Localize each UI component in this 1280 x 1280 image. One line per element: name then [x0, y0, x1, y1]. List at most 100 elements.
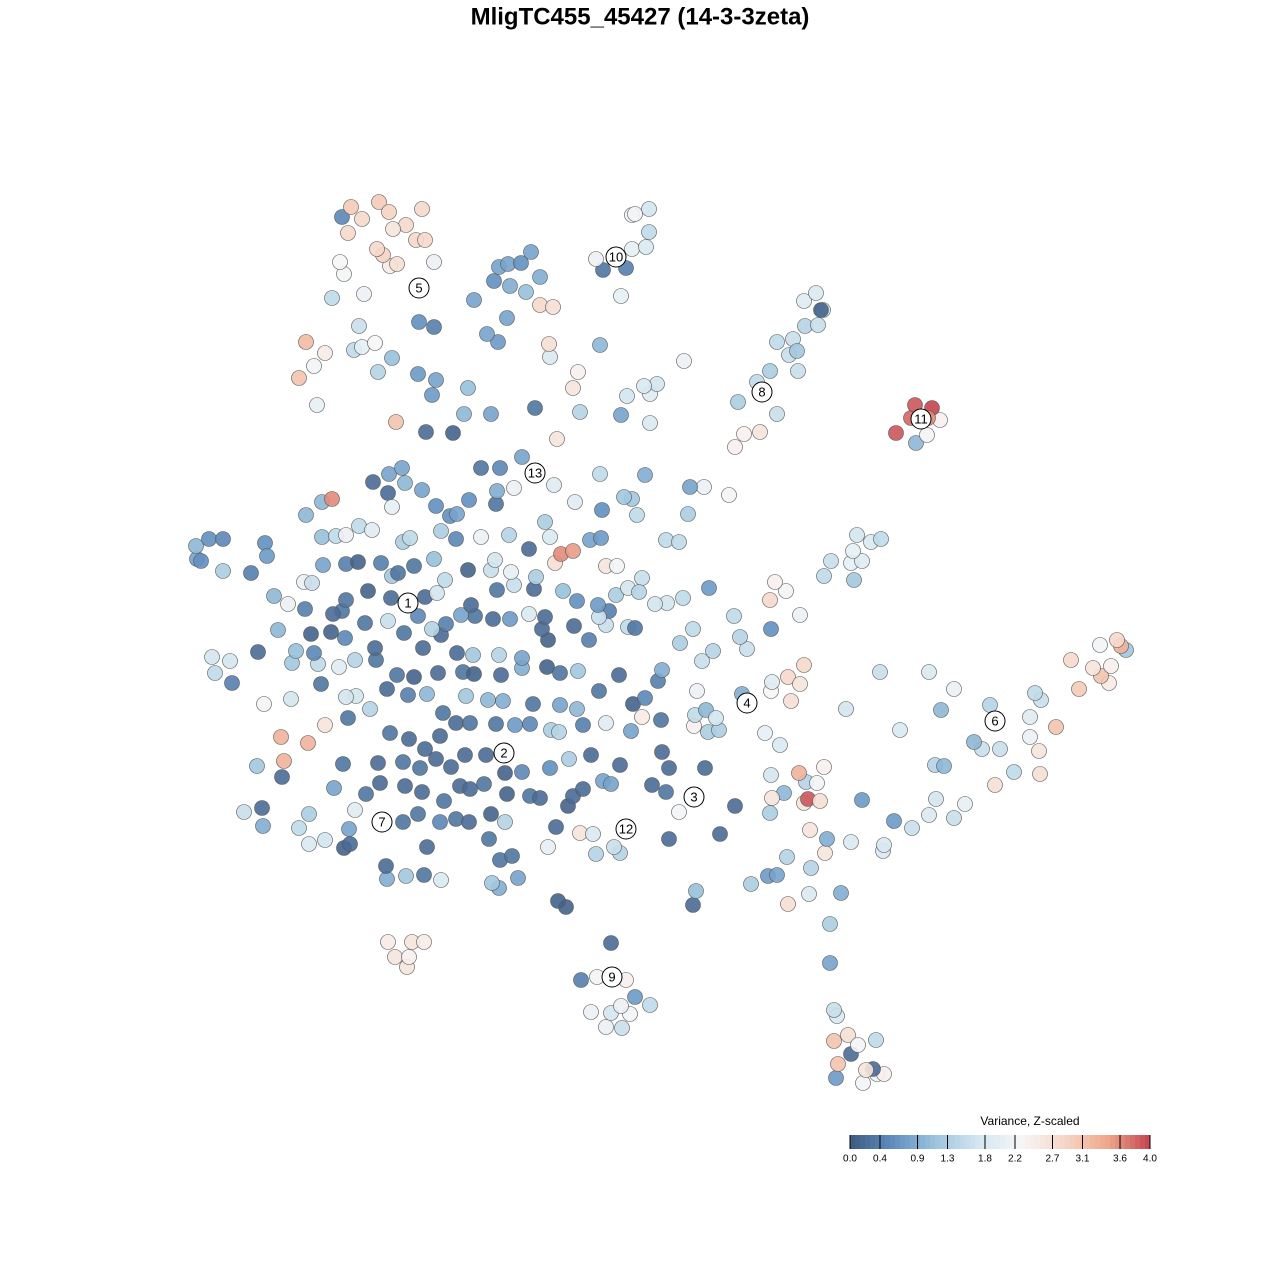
point [1027, 685, 1043, 701]
point [817, 845, 833, 861]
point [598, 1019, 614, 1035]
point [583, 1004, 599, 1020]
point [317, 832, 333, 848]
point [619, 388, 635, 404]
point [276, 753, 292, 769]
cluster-label: 12 [619, 821, 633, 836]
point [497, 814, 513, 830]
point [532, 297, 548, 313]
colorbar-segment [960, 1135, 966, 1149]
point [449, 506, 465, 522]
point [528, 569, 544, 585]
point [696, 479, 712, 495]
point [188, 538, 204, 554]
point [506, 577, 522, 593]
point [689, 683, 705, 699]
point [570, 364, 586, 380]
colorbar-segment [850, 1135, 856, 1149]
point [946, 681, 962, 697]
point [982, 697, 998, 713]
colorbar-segment [905, 1135, 911, 1149]
point [592, 466, 608, 482]
point [590, 597, 606, 613]
point [762, 805, 778, 821]
colorbar-segment [1055, 1135, 1061, 1149]
point [343, 199, 359, 215]
point [479, 326, 495, 342]
point [581, 632, 597, 648]
point [301, 836, 317, 852]
point [809, 775, 825, 791]
cluster-label-badge [910, 408, 932, 430]
colorbar-segment [995, 1135, 1001, 1149]
point [872, 664, 888, 680]
colorbar-segment [1095, 1135, 1101, 1149]
point [613, 288, 629, 304]
point [705, 643, 721, 659]
point [886, 813, 902, 829]
point [946, 810, 962, 826]
point [583, 747, 599, 763]
point [256, 696, 272, 712]
colorbar-segment [1005, 1135, 1011, 1149]
point [826, 1002, 842, 1018]
point [522, 716, 538, 732]
point [400, 687, 416, 703]
point [845, 543, 861, 559]
point [436, 793, 452, 809]
point [313, 676, 329, 692]
point [532, 790, 548, 806]
point [919, 427, 935, 443]
colorbar-tick-label: 3.1 [1076, 1154, 1090, 1165]
point [401, 731, 417, 747]
point [483, 406, 499, 422]
point [694, 653, 710, 669]
point [493, 667, 509, 683]
point [357, 615, 373, 631]
point [380, 934, 396, 950]
point [613, 407, 629, 423]
cluster-label: 2 [500, 745, 507, 760]
point [347, 802, 363, 818]
point [636, 378, 652, 394]
point [398, 217, 414, 233]
point [1031, 743, 1047, 759]
point [846, 572, 862, 588]
point [486, 273, 502, 289]
point [637, 467, 653, 483]
point [796, 657, 812, 673]
point [565, 543, 581, 559]
colorbar-segment [970, 1135, 976, 1149]
point [324, 491, 340, 507]
point [1092, 637, 1108, 653]
colorbar-segment [1000, 1135, 1006, 1149]
cluster-label-badge [601, 966, 623, 988]
colorbar-segment [985, 1135, 991, 1149]
point [671, 534, 687, 550]
colorbar-tick-label: 2.7 [1046, 1154, 1060, 1165]
point [280, 596, 296, 612]
point [802, 822, 818, 838]
point [987, 777, 1003, 793]
point [424, 621, 440, 637]
point [215, 563, 231, 579]
point [334, 209, 350, 225]
point [830, 1056, 846, 1072]
point [437, 572, 453, 588]
point [549, 431, 565, 447]
point [414, 201, 430, 217]
point [384, 499, 400, 515]
colorbar-segment [1070, 1135, 1076, 1149]
cluster-label: 11 [914, 411, 928, 426]
point [401, 949, 417, 965]
point [380, 485, 396, 501]
point [555, 583, 571, 599]
colorbar-segment [1110, 1135, 1116, 1149]
cluster-label-badge [683, 786, 705, 808]
point [406, 558, 422, 574]
point [527, 400, 543, 416]
point [428, 751, 444, 767]
point [342, 836, 358, 852]
point [928, 791, 944, 807]
point [833, 885, 849, 901]
